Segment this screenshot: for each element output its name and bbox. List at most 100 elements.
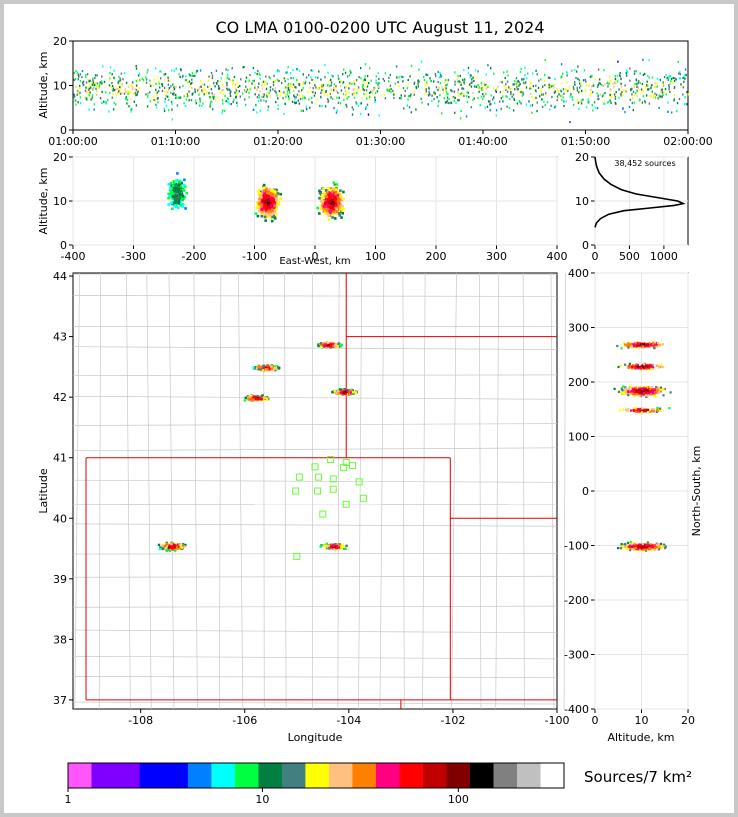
data-point — [349, 391, 352, 394]
data-point — [454, 96, 456, 99]
data-point — [628, 342, 631, 346]
data-point — [366, 103, 369, 106]
data-point — [334, 391, 337, 394]
data-point — [441, 86, 443, 89]
data-point — [668, 85, 670, 88]
data-point — [344, 89, 347, 92]
data-point — [644, 101, 647, 104]
x-axis-label: East-West, km — [279, 256, 350, 267]
data-point — [329, 200, 333, 204]
data-point — [561, 98, 563, 101]
data-point — [657, 97, 659, 100]
data-point — [88, 79, 90, 82]
data-point — [142, 79, 145, 82]
data-point — [207, 85, 209, 88]
data-point — [577, 101, 580, 104]
data-point — [390, 91, 392, 94]
data-point — [374, 101, 376, 104]
data-point — [535, 96, 537, 99]
data-point — [672, 81, 674, 84]
data-point — [209, 102, 211, 106]
data-point — [195, 71, 197, 74]
data-point — [581, 89, 583, 92]
data-point — [137, 74, 140, 77]
data-point — [458, 80, 460, 83]
data-point — [322, 187, 325, 191]
data-point — [611, 93, 613, 96]
data-point — [452, 96, 455, 99]
data-point — [350, 71, 352, 74]
data-point — [669, 90, 671, 93]
data-point — [542, 93, 544, 96]
data-point — [365, 105, 367, 108]
data-point — [529, 87, 531, 90]
data-point — [296, 68, 298, 71]
data-point — [638, 345, 641, 349]
data-point — [344, 392, 347, 395]
county-line — [402, 272, 405, 710]
data-point — [203, 93, 205, 96]
data-point — [650, 367, 653, 371]
data-point — [332, 204, 336, 208]
data-point — [665, 73, 667, 76]
y-tick-label: 100 — [568, 431, 589, 444]
data-point — [268, 212, 271, 215]
data-point — [334, 344, 337, 347]
data-point — [178, 547, 181, 550]
data-point — [265, 206, 268, 210]
data-point — [168, 549, 172, 552]
data-point — [191, 72, 194, 75]
data-point — [155, 88, 157, 91]
data-point — [329, 214, 333, 218]
data-point — [111, 82, 113, 85]
data-point — [259, 77, 261, 80]
data-point — [339, 195, 342, 198]
data-point — [487, 64, 489, 67]
data-point — [330, 199, 334, 202]
county-line — [72, 374, 558, 376]
data-point — [174, 549, 177, 552]
county-line — [284, 272, 287, 710]
data-point — [199, 69, 202, 72]
data-point — [295, 86, 297, 89]
data-point — [248, 79, 250, 82]
data-point — [154, 99, 157, 102]
data-point — [269, 89, 272, 92]
data-point — [377, 72, 379, 75]
data-point — [553, 86, 555, 89]
data-point — [436, 96, 438, 99]
data-point — [157, 101, 159, 104]
data-point — [187, 81, 189, 84]
data-point — [265, 199, 269, 202]
data-point — [573, 87, 575, 90]
data-point — [376, 90, 379, 93]
data-point — [101, 82, 103, 85]
data-point — [119, 77, 121, 80]
data-point — [351, 113, 354, 116]
y-tick-label: 37 — [53, 694, 67, 707]
data-point — [406, 104, 409, 107]
x-tick-label: -100 — [545, 714, 570, 727]
data-point — [638, 344, 641, 347]
data-point — [263, 99, 265, 102]
data-point — [95, 87, 97, 90]
data-point — [149, 83, 151, 86]
data-point — [486, 84, 488, 88]
data-point — [199, 99, 201, 102]
data-point — [647, 74, 649, 77]
data-point — [375, 75, 377, 78]
data-point — [111, 85, 114, 88]
data-point — [567, 89, 569, 92]
data-point — [620, 94, 622, 97]
data-point — [155, 106, 158, 109]
data-point — [202, 90, 204, 93]
data-point — [447, 92, 449, 96]
data-point — [444, 79, 447, 82]
data-point — [82, 81, 84, 84]
county-line — [379, 272, 385, 710]
data-point — [304, 82, 306, 85]
data-point — [620, 85, 623, 88]
data-point — [110, 85, 112, 89]
lma-station-marker — [293, 552, 301, 560]
data-point — [638, 99, 641, 102]
